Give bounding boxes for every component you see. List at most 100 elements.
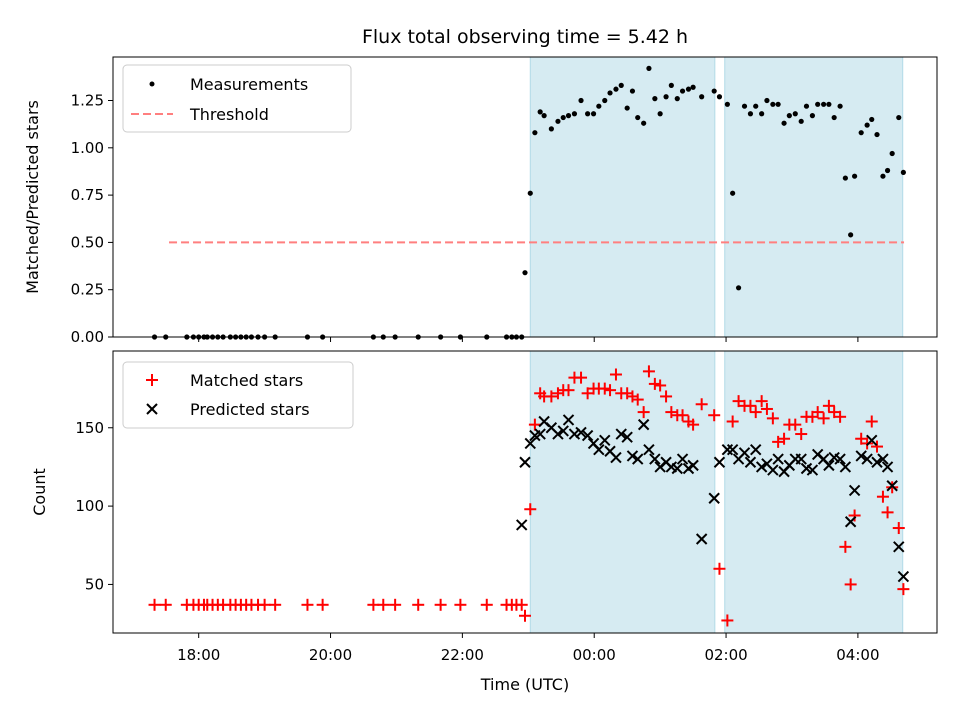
predicted-star-stroke-b: [834, 453, 846, 465]
measurement-point: [685, 86, 692, 92]
measurement-point: [869, 116, 875, 123]
x-axis-label: Time (UTC): [480, 675, 569, 694]
matched-star-point: [822, 399, 835, 412]
predicted-star-stroke-b: [755, 461, 768, 473]
predicted-star-stroke-b: [886, 480, 898, 492]
top-shaded-interval-1: [724, 56, 904, 338]
matched-star-point: [258, 598, 271, 611]
measurement-point: [585, 111, 591, 117]
matched-star-point: [749, 406, 762, 419]
predicted-star-stroke-b: [848, 484, 861, 497]
predicted-star-stroke-b: [881, 461, 894, 473]
matched-star-point: [454, 598, 467, 611]
matched-star-point: [562, 384, 575, 397]
predicted-star-point: [575, 426, 587, 439]
predicted-star-stroke-b: [615, 428, 627, 440]
measurement-point: [831, 114, 837, 121]
matched-star-point: [795, 428, 808, 441]
predicted-star-point: [877, 453, 889, 465]
predicted-star-point: [823, 459, 835, 472]
matched-star-point: [637, 406, 650, 419]
measurement-point: [864, 122, 870, 128]
measurement-point: [837, 103, 843, 109]
predicted-star-point: [726, 443, 739, 456]
predicted-star-point: [687, 459, 699, 472]
predicted-star-point: [593, 443, 605, 456]
predicted-star-stroke-b: [519, 456, 531, 468]
matched-star-point: [676, 409, 689, 422]
predicted-star-stroke-b: [593, 443, 605, 456]
predicted-star-stroke-b: [839, 461, 852, 473]
measurement-point: [699, 94, 705, 100]
predicted-star-point: [881, 461, 894, 473]
matched-star-point: [598, 382, 611, 395]
predicted-star-point: [534, 428, 546, 440]
predicted-star-point: [738, 447, 751, 459]
measurement-point: [753, 103, 759, 109]
measurement-point: [786, 113, 792, 119]
predicted-star-point: [524, 437, 536, 450]
matched-star-point: [609, 368, 622, 381]
matched-star-point: [301, 598, 314, 611]
matched-star-point: [839, 540, 852, 553]
matched-star-point: [575, 371, 588, 384]
matched-star-point: [789, 418, 802, 431]
predicted-star-stroke-b: [855, 450, 867, 462]
measurement-point: [646, 65, 652, 71]
matched-star-point: [897, 583, 910, 596]
predicted-star-stroke-b: [665, 461, 678, 473]
measurement-point: [522, 270, 528, 276]
predicted-star-point: [708, 492, 720, 504]
matched-star-point: [726, 415, 739, 428]
measurement-point: [775, 101, 781, 107]
bottom-shaded-interval-0: [529, 350, 716, 634]
predicted-star-point: [515, 519, 528, 531]
matched-star-point: [389, 598, 402, 611]
measurement-point: [900, 169, 906, 176]
measurement-point: [874, 131, 880, 138]
predicted-star-stroke-b: [671, 462, 683, 475]
predicted-star-point: [610, 451, 622, 464]
matched-star-point: [834, 410, 847, 423]
measurement-point: [889, 150, 895, 157]
bottom-panel: 50 100 150 18:00 20:00 22:00 00:00 02:00 04:00: [75, 350, 938, 664]
predicted-star-point: [750, 443, 762, 456]
legend-measurements-marker: [149, 81, 155, 87]
predicted-star-stroke-b: [726, 443, 739, 456]
predicted-star-stroke-b: [772, 453, 784, 465]
predicted-star-stroke-b: [877, 453, 889, 465]
matched-star-point: [778, 432, 791, 445]
measurement-point: [711, 88, 717, 94]
matched-star-point: [708, 409, 721, 422]
predicted-star-point: [744, 456, 757, 468]
matched-star-point: [721, 614, 734, 627]
matched-star-point: [766, 412, 779, 425]
measurement-point: [747, 111, 754, 117]
matched-star-point: [642, 365, 655, 378]
predicted-star-stroke-b: [562, 414, 575, 426]
measurement-point: [815, 101, 821, 107]
predicted-star-stroke-b: [643, 443, 655, 456]
bottom-legend: Matched stars Predicted stars: [122, 361, 354, 429]
xtick-label-1: 20:00: [309, 646, 352, 664]
measurement-point: [635, 114, 641, 121]
predicted-star-point: [581, 429, 594, 442]
legend-threshold-label: Threshold: [189, 105, 269, 124]
predicted-star-stroke-b: [823, 459, 835, 472]
measurement-point: [679, 88, 686, 94]
predicted-star-point: [767, 464, 779, 476]
predicted-star-point: [557, 425, 569, 437]
matched-star-point: [713, 562, 726, 575]
predicted-star-stroke-b: [534, 428, 546, 440]
measurement-point: [724, 101, 730, 107]
predicted-star-point: [886, 480, 898, 492]
matched-star-point: [648, 377, 661, 390]
measurement-point: [674, 96, 680, 102]
top-ytick-label-5: 1.25: [71, 92, 104, 110]
top-ytick-label-0: 0.00: [71, 328, 104, 346]
matched-star-point: [844, 578, 857, 591]
predicted-star-point: [855, 450, 867, 462]
measurement-point: [798, 118, 804, 124]
matched-star-point: [524, 503, 537, 516]
